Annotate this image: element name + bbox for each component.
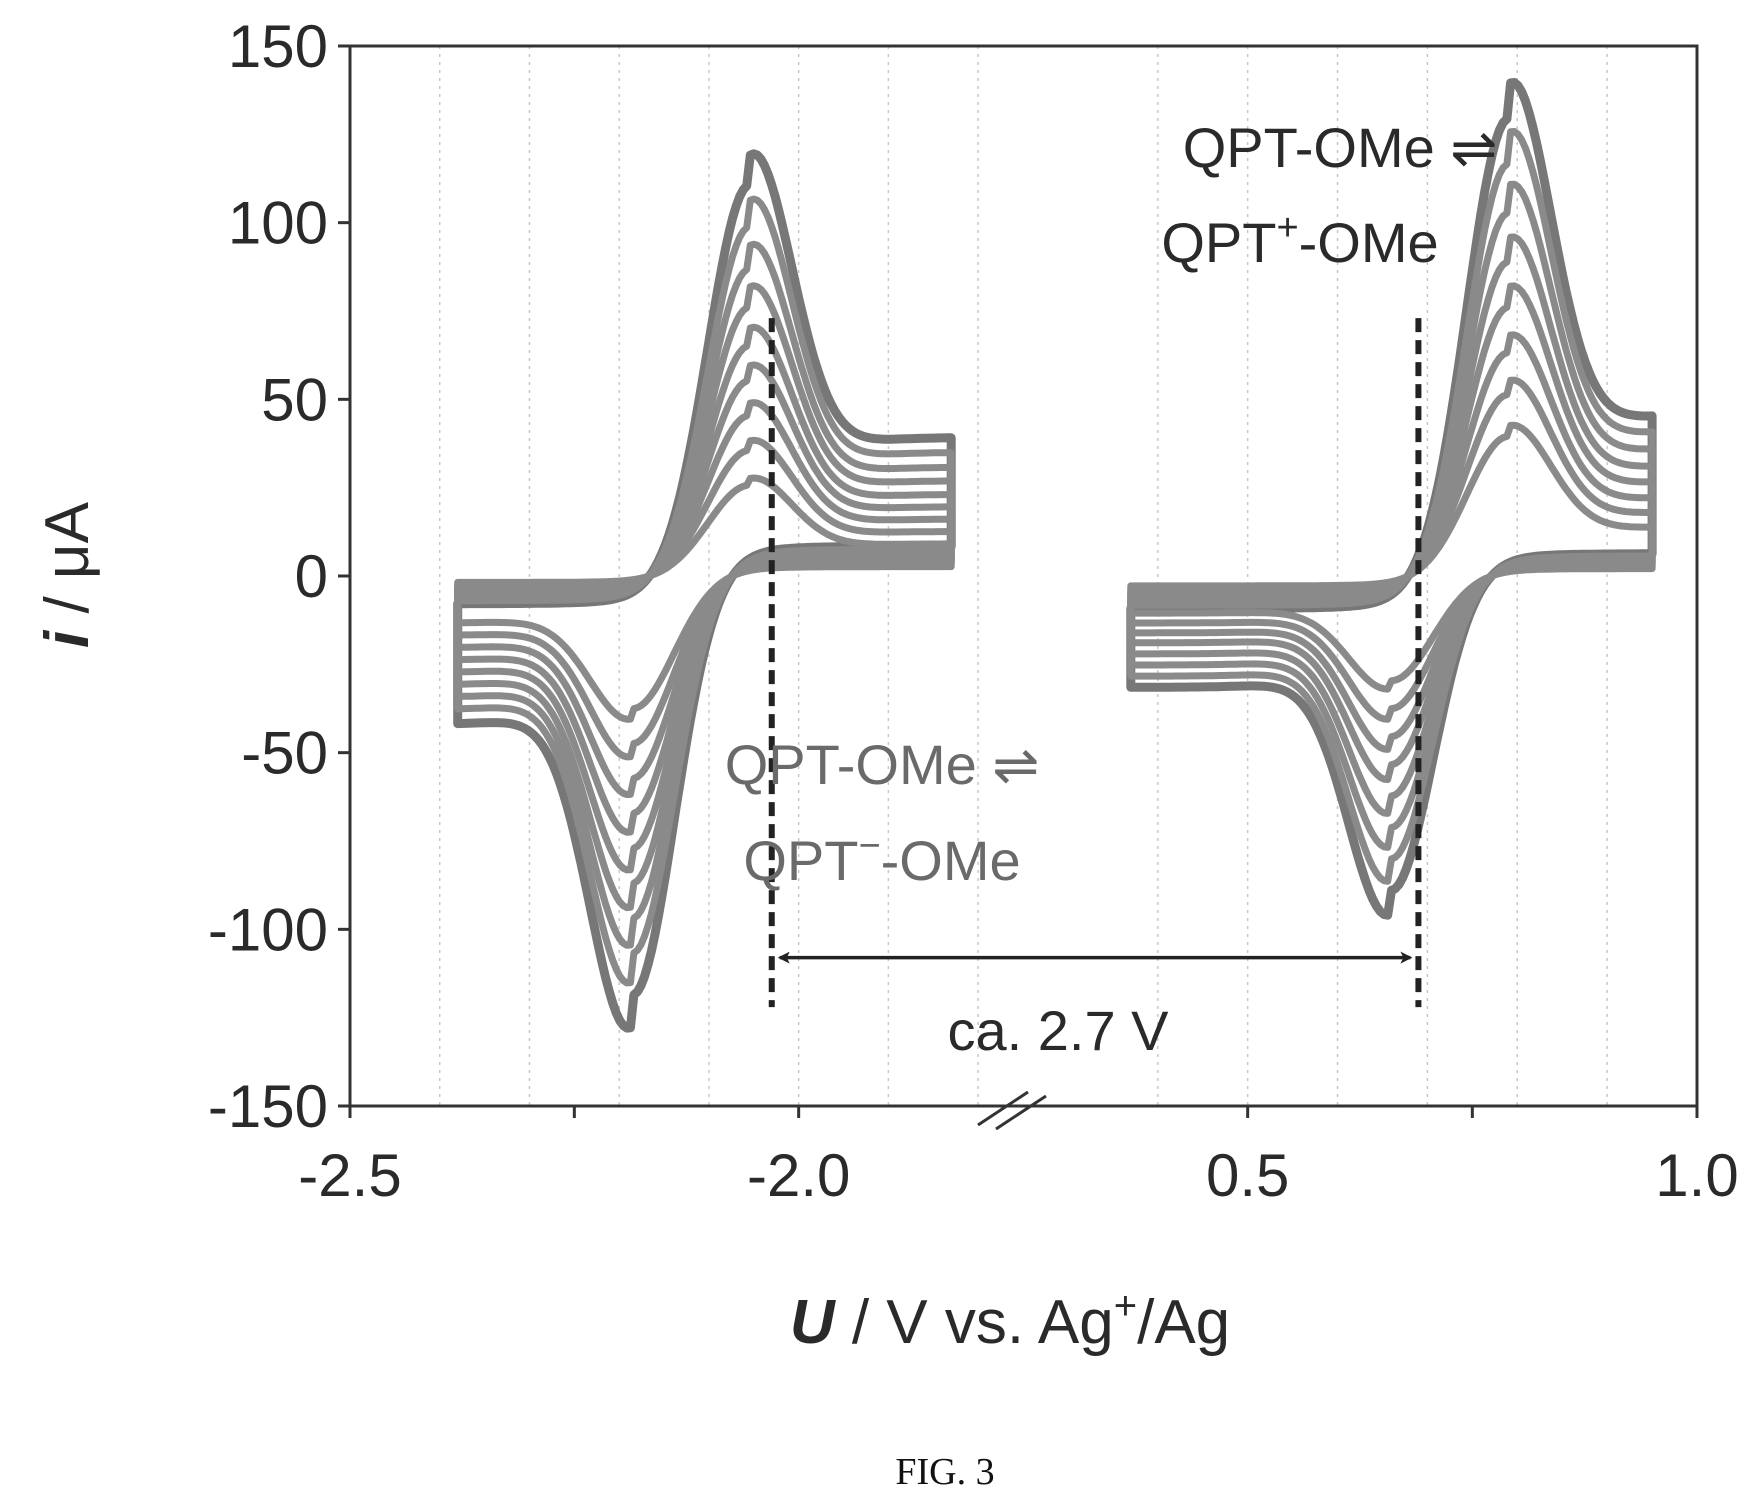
x-tick-label: -2.5: [298, 1142, 401, 1209]
y-tick-label: 150: [228, 13, 328, 80]
x-tick-label: -2.0: [747, 1142, 850, 1209]
vertical-gridlines: [438, 46, 1608, 1106]
y-tick-label: 0: [295, 543, 328, 610]
figure-caption: FIG. 3: [895, 1451, 994, 1493]
y-tick-label: -150: [208, 1073, 328, 1140]
x-axis-break-icon: [977, 1090, 1047, 1131]
y-tick-label: -50: [241, 720, 328, 787]
y-tick-label: -100: [208, 896, 328, 963]
cv-cycle-curve: [454, 474, 955, 723]
y-tick-label: 50: [261, 366, 328, 433]
y-axis-label: i / μA: [33, 501, 102, 648]
onset-markers: [768, 318, 1422, 1008]
x-tick-label: 0.5: [1206, 1142, 1289, 1209]
y-tick-label: 100: [228, 190, 328, 257]
ox-annotation-line2: QPT+-OMe: [1161, 207, 1438, 274]
gap-annotation: ca. 2.7 V: [947, 999, 1169, 1062]
red-annotation-line1: QPT-OMe ⇌: [725, 733, 1040, 796]
ox-annotation-line1: QPT-OMe ⇌: [1183, 116, 1498, 179]
x-tick-label: 1.0: [1655, 1142, 1738, 1209]
cv-curves: [453, 78, 1657, 1033]
x-axis-label: U / V vs. Ag+/Ag: [790, 1284, 1230, 1357]
cv-cycle-curve: [1127, 421, 1656, 693]
axis-ticks: -150 -100 -50 0 50 100 150 -2.5 -2.0 0.5 1.0: [208, 13, 1739, 1209]
red-annotation-line2: QPT−-OMe: [743, 825, 1020, 892]
